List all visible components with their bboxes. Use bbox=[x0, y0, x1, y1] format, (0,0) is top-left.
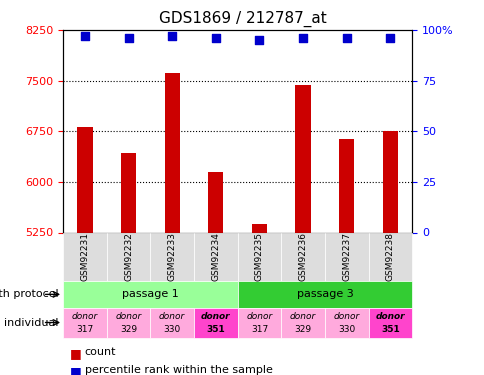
Text: donor: donor bbox=[115, 312, 141, 321]
Point bbox=[342, 35, 350, 41]
Point bbox=[168, 33, 176, 39]
Bar bbox=[251, 224, 267, 232]
Text: percentile rank within the sample: percentile rank within the sample bbox=[85, 365, 272, 375]
Text: GSM92236: GSM92236 bbox=[298, 232, 307, 281]
Bar bbox=[208, 172, 223, 232]
Point bbox=[212, 35, 219, 41]
Text: donor: donor bbox=[375, 312, 405, 321]
Text: donor: donor bbox=[72, 312, 98, 321]
Text: GDS1869 / 212787_at: GDS1869 / 212787_at bbox=[158, 11, 326, 27]
Bar bbox=[121, 153, 136, 232]
Text: 330: 330 bbox=[337, 325, 355, 334]
Text: 329: 329 bbox=[120, 325, 137, 334]
Bar bbox=[295, 86, 310, 232]
Bar bbox=[164, 72, 180, 232]
Text: GSM92235: GSM92235 bbox=[255, 232, 263, 281]
Point bbox=[299, 35, 306, 41]
Text: ■: ■ bbox=[70, 365, 82, 375]
Text: donor: donor bbox=[333, 312, 359, 321]
Text: ■: ■ bbox=[70, 347, 82, 360]
Text: passage 3: passage 3 bbox=[296, 290, 353, 299]
Bar bbox=[338, 140, 354, 232]
Text: 317: 317 bbox=[250, 325, 268, 334]
Text: donor: donor bbox=[246, 312, 272, 321]
Text: GSM92237: GSM92237 bbox=[342, 232, 350, 281]
Text: GSM92231: GSM92231 bbox=[80, 232, 89, 281]
Text: count: count bbox=[85, 347, 116, 357]
Bar bbox=[77, 126, 92, 232]
Text: 351: 351 bbox=[206, 325, 225, 334]
Text: GSM92234: GSM92234 bbox=[211, 232, 220, 281]
Text: growth protocol: growth protocol bbox=[0, 290, 58, 299]
Point bbox=[81, 33, 89, 39]
Point bbox=[255, 37, 263, 43]
Text: donor: donor bbox=[200, 312, 230, 321]
Text: GSM92238: GSM92238 bbox=[385, 232, 394, 281]
Text: passage 1: passage 1 bbox=[121, 290, 179, 299]
Text: GSM92232: GSM92232 bbox=[124, 232, 133, 281]
Text: 330: 330 bbox=[163, 325, 181, 334]
Point bbox=[386, 35, 393, 41]
Bar bbox=[382, 131, 397, 232]
Text: GSM92233: GSM92233 bbox=[167, 232, 176, 281]
Text: donor: donor bbox=[289, 312, 316, 321]
Text: 351: 351 bbox=[380, 325, 399, 334]
Point bbox=[124, 35, 132, 41]
Text: 317: 317 bbox=[76, 325, 93, 334]
Text: donor: donor bbox=[159, 312, 185, 321]
Text: individual: individual bbox=[4, 318, 58, 327]
Text: 329: 329 bbox=[294, 325, 311, 334]
